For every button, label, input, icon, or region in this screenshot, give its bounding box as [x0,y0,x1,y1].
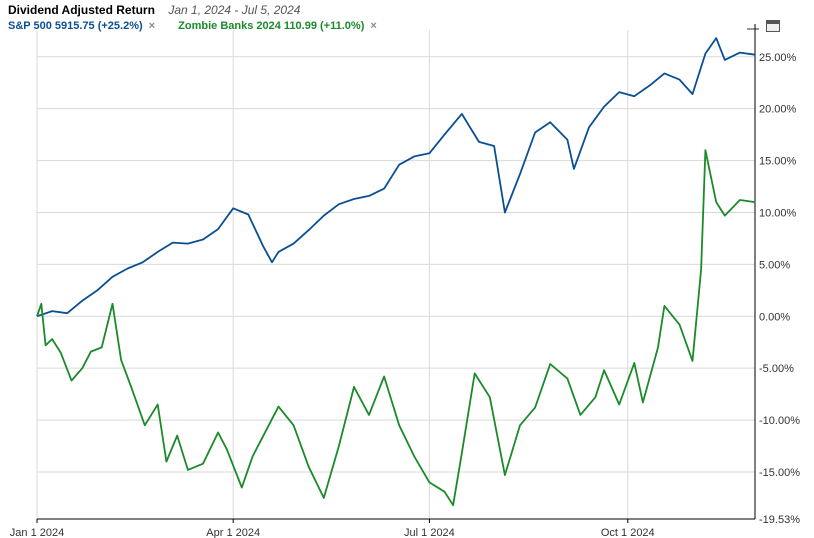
y-tick-label: 10.00% [759,207,797,219]
maximize-chart-icon[interactable] [766,20,780,32]
x-tick-label: Jul 1 2024 [404,527,455,538]
y-tick-label: 0.00% [759,311,790,323]
legend-item-sp500[interactable]: S&P 500 5915.75 (+25.2%) × [8,20,155,32]
x-tick-label: Apr 1 2024 [206,527,260,538]
chart-header: Dividend Adjusted Return Jan 1, 2024 - J… [8,1,301,17]
y-tick-label: 25.00% [759,52,797,64]
y-tick-label: -10.00% [759,415,800,427]
y-tick-label: -5.00% [759,363,794,375]
legend-label-zombie-banks: Zombie Banks 2024 110.99 (+11.0%) [178,20,365,32]
legend-item-zombie-banks[interactable]: Zombie Banks 2024 110.99 (+11.0%) × [178,20,377,32]
x-tick-label: Oct 1 2024 [601,527,655,538]
y-tick-label: 15.00% [759,156,797,168]
remove-series-zombie-banks-icon[interactable]: × [370,20,377,32]
y-tick-label: -19.53% [759,514,800,526]
y-tick-label: 20.00% [759,104,797,116]
legend: S&P 500 5915.75 (+25.2%) × Zombie Banks 2… [8,20,397,34]
series-line-sp500 [36,37,756,318]
series-line-zombie-banks [36,149,756,507]
y-axis-ticks: 25.00% 20.00% 15.00% 10.00% 5.00% 0.00% -5.00%… [759,52,800,526]
x-tick-label: Jan 1 2024 [10,527,64,538]
date-range: Jan 1, 2024 - Jul 5, 2024 [168,3,301,17]
y-tick-label: 5.00% [759,259,790,271]
legend-label-sp500: S&P 500 5915.75 (+25.2%) [8,20,143,32]
minimize-icon[interactable] [747,28,759,30]
x-axis-ticks: Jan 1 2024 Apr 1 2024 Jul 1 2024 Oct 1 2024 [10,519,655,538]
chart-title: Dividend Adjusted Return [8,3,155,17]
series-lines [36,37,756,507]
y-tick-label: -15.00% [759,467,800,479]
remove-series-sp500-icon[interactable]: × [148,20,156,32]
grid-lines [36,24,756,520]
